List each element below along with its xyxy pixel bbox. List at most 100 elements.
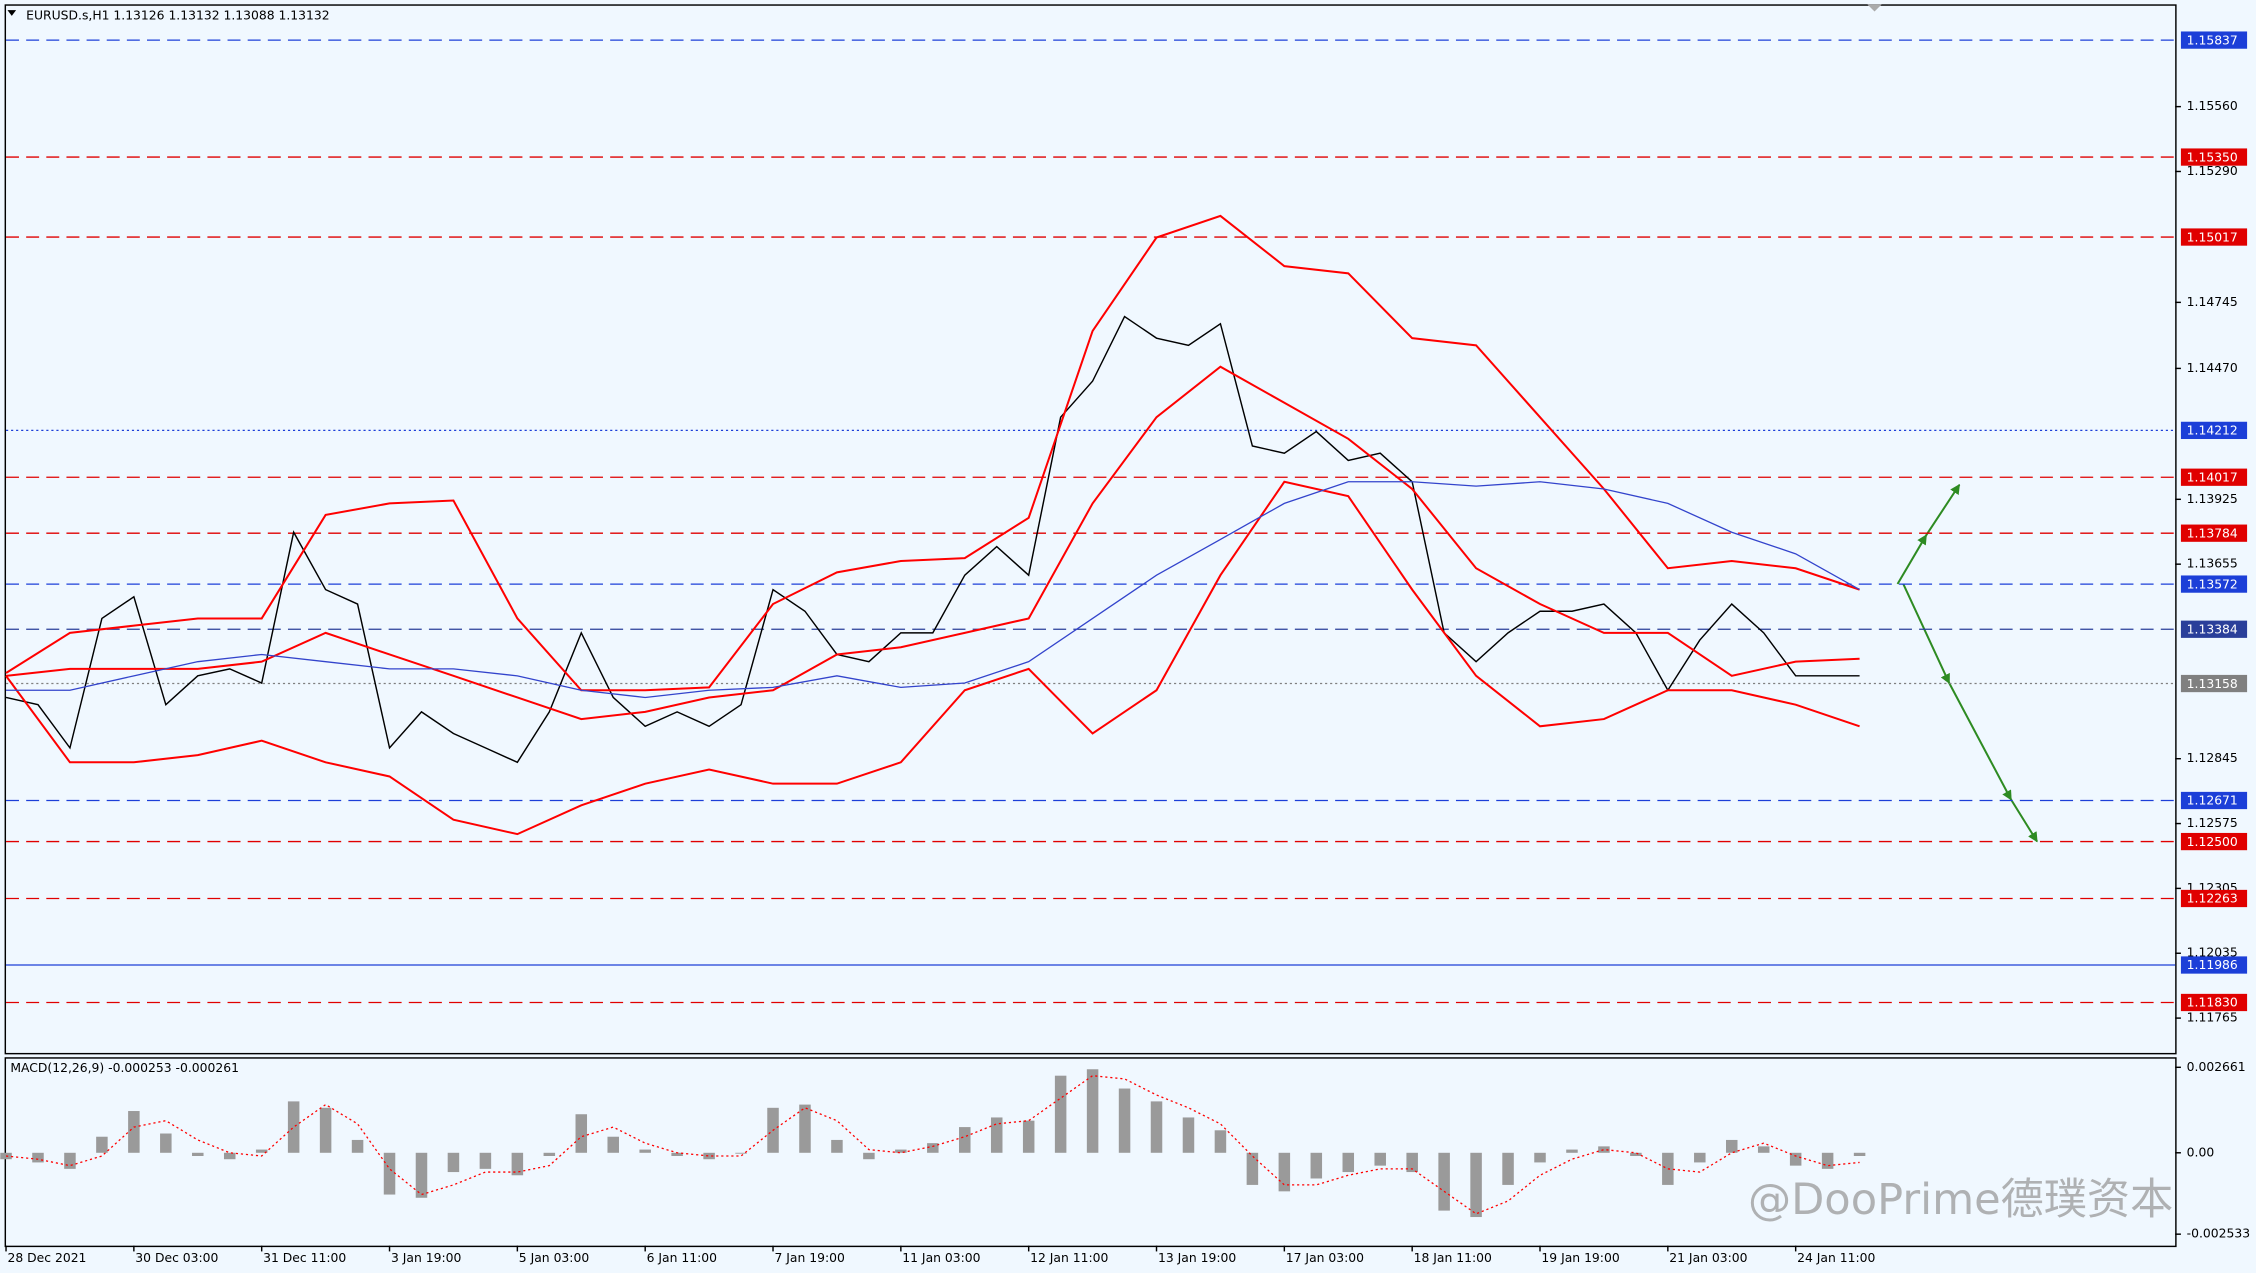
macd-bar: [160, 1133, 172, 1153]
macd-bar: [831, 1139, 843, 1153]
macd-bar: [1342, 1152, 1355, 1173]
macd-bar: [1757, 1146, 1770, 1153]
x-tick-label: 19 Jan 19:00: [1541, 1251, 1619, 1265]
macd-title: MACD(12,26,9) -0.000253 -0.000261: [10, 1061, 239, 1075]
level-label-box: [2180, 620, 2248, 638]
macd-bar: [32, 1152, 44, 1163]
x-tick-label: 5 Jan 03:00: [519, 1251, 590, 1265]
macd-bar: [1374, 1152, 1386, 1166]
level-label: 1.15837: [2187, 33, 2238, 47]
macd-bar: [479, 1152, 492, 1169]
level-label: 1.12671: [2187, 794, 2238, 808]
x-tick-label: 21 Jan 03:00: [1669, 1251, 1747, 1265]
level-label: 1.11830: [2187, 996, 2238, 1010]
macd-bar: [575, 1114, 588, 1153]
level-label: 1.12500: [2187, 835, 2238, 849]
level-label: 1.15350: [2187, 150, 2238, 164]
macd-bar: [1821, 1152, 1834, 1169]
macd-bar: [1214, 1130, 1227, 1153]
level-label-box: [2180, 832, 2248, 851]
x-tick-label: 6 Jan 11:00: [647, 1251, 718, 1265]
macd-bar: [1789, 1152, 1802, 1166]
forecast-arrow-up: [1896, 483, 1961, 585]
x-tick-label: 12 Jan 11:00: [1030, 1251, 1108, 1265]
x-tick-label: 31 Dec 11:00: [263, 1251, 346, 1265]
macd-bar: [447, 1152, 460, 1173]
macd-bar: [1630, 1152, 1642, 1157]
macd-bar: [383, 1152, 396, 1195]
level-label: 1.11986: [2187, 958, 2238, 972]
x-tick-label: 7 Jan 19:00: [774, 1251, 845, 1265]
macd-bar: [1118, 1088, 1131, 1153]
y-tick-label: 1.14470: [2187, 361, 2238, 375]
macd-bar: [959, 1127, 971, 1153]
macd-bar: [1853, 1152, 1866, 1157]
macd-bar: [1438, 1152, 1450, 1211]
price-line: [5, 480, 1860, 836]
price-line: [5, 214, 1860, 692]
y-tick-label: 1.12575: [2187, 816, 2238, 830]
macd-bar: [192, 1152, 204, 1157]
macd-bar: [1086, 1069, 1099, 1153]
level-label-box: [2180, 421, 2248, 440]
shift-marker: [1867, 4, 1882, 12]
level-label-box: [2180, 993, 2248, 1012]
price-line: [5, 315, 1860, 764]
macd-bar: [96, 1136, 108, 1153]
macd-bar: [1246, 1152, 1259, 1185]
macd-bar: [990, 1117, 1003, 1153]
x-tick-label: 30 Dec 03:00: [135, 1251, 218, 1265]
level-label-box: [2180, 575, 2248, 593]
level-label-box: [2180, 791, 2248, 810]
x-tick-label: 11 Jan 03:00: [902, 1251, 980, 1265]
menu-triangle[interactable]: [7, 10, 17, 16]
macd-bar: [1534, 1152, 1546, 1163]
macd-bar: [1470, 1152, 1482, 1218]
macd-bar: [607, 1136, 619, 1153]
macd-bar: [64, 1152, 76, 1169]
chart-title: EURUSD.s,H1 1.13126 1.13132 1.13088 1.13…: [26, 8, 329, 22]
macd-bar: [1502, 1152, 1514, 1185]
y-tick-label: -0.002533: [2187, 1227, 2250, 1241]
level-label: 1.13572: [2187, 577, 2238, 591]
level-label-box: [2180, 228, 2248, 246]
macd-bar: [1406, 1152, 1418, 1173]
macd-bar: [1662, 1152, 1674, 1185]
level-label-box: [2180, 524, 2248, 542]
macd-bar: [415, 1152, 428, 1198]
plot-layer: 1.15560 1.15290 1.14745 1.14470 1.13925 1.136…: [0, 31, 2250, 1265]
level-label: 1.13784: [2187, 526, 2238, 540]
macd-bar: [128, 1111, 140, 1153]
macd-bar: [1150, 1101, 1163, 1153]
x-tick-label: 28 Dec 2021: [7, 1251, 86, 1265]
y-tick-label: 0.00: [2187, 1145, 2215, 1159]
level-label-box: [2180, 674, 2248, 693]
macd-bar: [287, 1101, 300, 1153]
macd-bar: [223, 1152, 236, 1160]
macd-bar: [735, 1152, 747, 1154]
y-tick-label: 1.15290: [2187, 164, 2238, 178]
macd-bar: [1054, 1075, 1067, 1153]
level-label-box: [2180, 889, 2248, 908]
macd-bar: [319, 1107, 332, 1153]
macd-bar: [511, 1152, 524, 1176]
y-tick-label: 1.12845: [2187, 751, 2238, 765]
macd-bar: [1598, 1146, 1610, 1153]
level-label-box: [2180, 468, 2248, 486]
macd-bar: [1310, 1152, 1323, 1179]
x-tick-label: 18 Jan 11:00: [1414, 1251, 1492, 1265]
level-label: 1.13384: [2187, 622, 2238, 636]
level-label-box: [2180, 148, 2248, 166]
macd-bar: [255, 1149, 268, 1153]
macd-bar: [863, 1152, 875, 1160]
y-tick-label: 1.15560: [2187, 99, 2238, 113]
macd-bar: [1182, 1117, 1195, 1153]
level-label-box: [2180, 956, 2248, 974]
y-tick-label: 1.11765: [2187, 1011, 2238, 1025]
macd-bar: [1726, 1139, 1738, 1153]
level-label-box: [2180, 31, 2248, 49]
forecast-arrow-down: [1902, 583, 2038, 843]
level-label: 1.15017: [2187, 230, 2238, 244]
